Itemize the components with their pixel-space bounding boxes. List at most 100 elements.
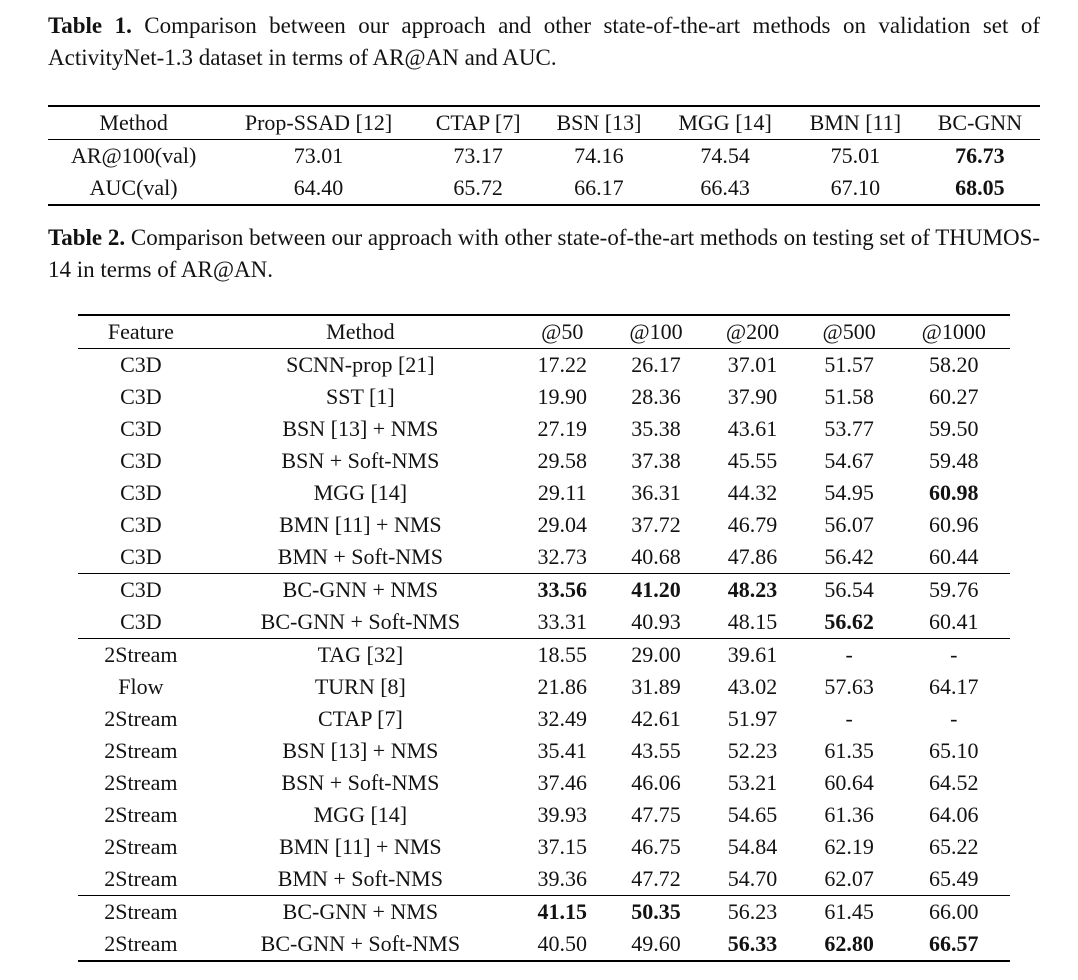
table-row: 2Stream BC-GNN + NMS 41.15 50.35 56.23 61.45 6… xyxy=(77,895,1011,928)
column-header: @500 xyxy=(822,318,876,344)
table-cell: 43.61 xyxy=(727,415,778,441)
column-header: Method xyxy=(99,110,168,136)
table-cell: 60.64 xyxy=(824,769,874,795)
table-cell: 41.15 xyxy=(537,898,588,924)
table-cell: 74.54 xyxy=(700,143,750,169)
table-cell: 59.48 xyxy=(929,447,979,473)
table-cell: 2Stream xyxy=(104,801,178,827)
table-cell: 49.60 xyxy=(631,930,681,956)
table-cell: BC-GNN + NMS xyxy=(282,576,439,602)
table-cell: 56.42 xyxy=(824,543,874,569)
table-cell: 2Stream xyxy=(104,641,178,667)
table-cell: 48.23 xyxy=(727,576,778,602)
table-cell: 65.10 xyxy=(929,737,979,763)
table-cell: 2Stream xyxy=(104,737,178,763)
table-cell: 29.00 xyxy=(631,641,681,667)
table-cell: 64.52 xyxy=(929,769,979,795)
table-row: AUC(val) 64.40 65.72 66.17 66.43 67.10 68.05 xyxy=(48,172,1040,206)
table2-head: Feature Method @50 @100 @200 @500 @1000 xyxy=(77,314,1011,349)
table-row: C3D SCNN-prop [21] 17.22 26.17 37.01 51.57 58.… xyxy=(78,348,1010,381)
column-header: MGG [14] xyxy=(678,110,772,136)
table-cell: 40.50 xyxy=(537,930,588,956)
table-cell: BSN [13] + NMS xyxy=(282,737,439,763)
table-cell: 51.57 xyxy=(824,351,874,377)
table-cell: 29.58 xyxy=(537,447,588,473)
table-cell: C3D xyxy=(120,608,162,634)
table-cell: 66.17 xyxy=(574,175,624,201)
table-row: 2Stream BMN + Soft-NMS 39.36 47.72 54.70 62.0… xyxy=(78,863,1010,896)
table-cell: 51.97 xyxy=(727,705,778,731)
table-cell: SCNN-prop [21] xyxy=(286,351,435,377)
table-row: 2Stream CTAP [7] 32.49 42.61 51.97 - - xyxy=(78,703,1010,735)
table-cell: BMN [11] + NMS xyxy=(279,833,442,859)
table-cell: 18.55 xyxy=(537,641,588,667)
table-row: C3D SST [1] 19.90 28.36 37.90 51.58 60.27 xyxy=(78,381,1010,413)
table-cell: 76.73 xyxy=(955,143,1005,169)
table-cell: 43.02 xyxy=(727,673,778,699)
column-header: @200 xyxy=(725,318,780,344)
table-cell: 61.45 xyxy=(824,898,874,924)
table-cell: 26.17 xyxy=(631,351,681,377)
table-cell: BSN + Soft-NMS xyxy=(281,447,440,473)
table-cell: - xyxy=(845,705,853,731)
table1-caption-label: Table 1. xyxy=(48,13,132,38)
table-cell: 21.86 xyxy=(537,673,588,699)
table-cell: 46.79 xyxy=(727,511,778,537)
table-cell: C3D xyxy=(120,511,162,537)
table-cell: 51.58 xyxy=(824,383,874,409)
table-cell: MGG [14] xyxy=(313,801,408,827)
table-cell: 29.04 xyxy=(537,511,588,537)
table-cell: 36.31 xyxy=(631,479,681,505)
column-header: Feature xyxy=(107,318,174,344)
table-cell: 62.07 xyxy=(824,865,874,891)
table-cell: - xyxy=(950,705,958,731)
table-cell: 54.70 xyxy=(727,865,778,891)
table-cell: 43.55 xyxy=(631,737,681,763)
table-cell: 39.36 xyxy=(537,865,588,891)
table-cell: 59.76 xyxy=(929,576,979,602)
table-row: C3D BSN + Soft-NMS 29.58 37.38 45.55 54.67 59.… xyxy=(78,445,1010,477)
table1-body: AR@100(val) 73.01 73.17 74.16 74.54 75.01 76.7… xyxy=(48,140,1040,206)
table-cell: 54.65 xyxy=(727,801,778,827)
table-cell: 56.33 xyxy=(727,930,778,956)
table-cell: C3D xyxy=(120,479,162,505)
table-cell: 75.01 xyxy=(830,143,881,169)
table-row: C3D BC-GNN + Soft-NMS 33.31 40.93 48.15 56.62… xyxy=(78,606,1010,639)
table-cell: 56.62 xyxy=(824,608,874,634)
table-cell: 2Stream xyxy=(104,769,178,795)
table-cell: 57.63 xyxy=(824,673,874,699)
table-cell: Flow xyxy=(118,673,164,699)
table-cell: 73.01 xyxy=(293,143,344,169)
table-cell: - xyxy=(845,641,853,667)
table2-header-row: Feature Method @50 @100 @200 @500 @1000 xyxy=(77,314,1011,349)
table-cell: 32.49 xyxy=(537,705,588,731)
table-cell: 47.86 xyxy=(727,543,778,569)
table2-body: C3D SCNN-prop [21] 17.22 26.17 37.01 51.57 58.… xyxy=(77,348,1011,961)
table-cell: AR@100(val) xyxy=(70,143,197,169)
table-cell: 53.77 xyxy=(824,415,874,441)
table-cell: 29.11 xyxy=(537,479,587,505)
table-cell: C3D xyxy=(120,415,162,441)
column-header: @1000 xyxy=(921,318,986,344)
table-cell: 31.89 xyxy=(631,673,681,699)
table-cell: 66.00 xyxy=(929,898,979,924)
table-cell: AUC(val) xyxy=(89,175,178,201)
table-cell: 37.15 xyxy=(537,833,588,859)
table-cell: 33.56 xyxy=(537,576,588,602)
table-cell: 46.75 xyxy=(631,833,681,859)
table-cell: - xyxy=(950,641,958,667)
column-header: @100 xyxy=(629,318,683,344)
table1-caption-text: Comparison between our approach and othe… xyxy=(48,13,1040,70)
column-header: BC-GNN xyxy=(937,110,1023,136)
column-header: BSN [13] xyxy=(556,110,642,136)
table-cell: BMN [11] + NMS xyxy=(279,511,442,537)
table-cell: 61.35 xyxy=(824,737,874,763)
table-row: C3D BMN [11] + NMS 29.04 37.72 46.79 56.07 60.… xyxy=(78,509,1010,541)
table-row: 2Stream BSN + Soft-NMS 37.46 46.06 53.21 60.6… xyxy=(78,767,1010,799)
column-header: CTAP [7] xyxy=(435,110,521,136)
table-cell: 37.46 xyxy=(537,769,588,795)
table-cell: 50.35 xyxy=(631,898,681,924)
table2-caption-label: Table 2. xyxy=(48,225,126,251)
table-row: AR@100(val) 73.01 73.17 74.16 74.54 75.01 76.7… xyxy=(48,140,1040,173)
